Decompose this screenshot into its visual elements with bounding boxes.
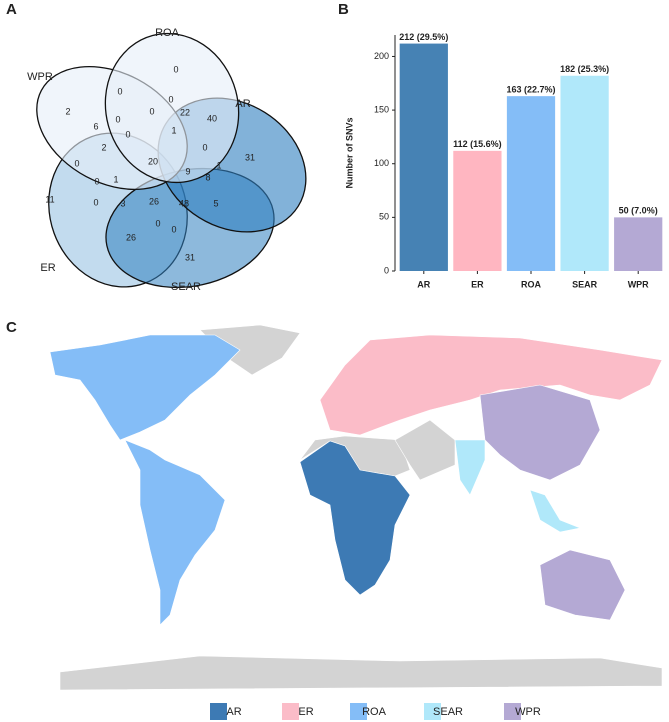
venn-count: 0 <box>149 106 154 116</box>
panel-label: B <box>338 1 349 18</box>
value-label: 112 (15.6%) <box>453 139 502 149</box>
region <box>539 549 626 621</box>
bar <box>453 150 502 271</box>
land <box>59 655 663 691</box>
region <box>49 334 241 441</box>
region <box>319 334 663 436</box>
y-tick-label: 200 <box>374 51 389 61</box>
venn-count: 6 <box>93 121 98 131</box>
set-label: AR <box>235 98 250 110</box>
legend-label: SEAR <box>433 706 463 718</box>
venn-count: 0 <box>74 158 79 168</box>
legend-label: ROA <box>362 706 387 718</box>
x-tick-label: ROA <box>521 279 542 289</box>
venn-count: 11 <box>45 194 54 204</box>
legend-swatch <box>424 703 441 720</box>
x-tick-label: SEAR <box>572 279 598 289</box>
x-tick-label: AR <box>417 279 430 289</box>
legend-swatch <box>282 703 299 720</box>
region <box>479 384 601 481</box>
set-label: ROA <box>155 27 180 39</box>
legend-swatch <box>504 703 521 720</box>
venn-count: 1 <box>216 160 221 170</box>
venn-count: 31 <box>245 152 255 162</box>
venn-count: 0 <box>202 142 207 152</box>
venn-count: 9 <box>185 166 190 176</box>
venn-roa <box>104 32 240 184</box>
venn-count: 8 <box>205 172 210 182</box>
legend-label: AR <box>226 706 241 718</box>
venn-shapes <box>36 32 307 289</box>
land <box>394 419 456 481</box>
bar <box>614 217 663 271</box>
venn-count: 0 <box>171 224 176 234</box>
venn-count: 0 <box>155 218 160 228</box>
legend-swatch <box>350 703 367 720</box>
bar <box>560 75 609 271</box>
set-label: SEAR <box>171 281 201 293</box>
value-label: 212 (29.5%) <box>399 32 448 42</box>
venn-count: 0 <box>173 64 178 74</box>
venn-count: 31 <box>185 252 195 262</box>
set-label: WPR <box>27 71 53 83</box>
venn-count: 0 <box>93 197 98 207</box>
region <box>124 439 226 626</box>
legend-label: ER <box>298 706 313 718</box>
set-label: ER <box>40 262 55 274</box>
venn-count: 0 <box>125 129 130 139</box>
panel-label: A <box>6 1 17 18</box>
venn-count: 5 <box>213 198 218 208</box>
bar <box>399 43 448 271</box>
region <box>529 489 596 533</box>
y-tick-label: 100 <box>374 158 389 168</box>
region <box>454 439 486 496</box>
x-tick-label: ER <box>471 279 484 289</box>
venn-count: 22 <box>180 107 190 117</box>
venn-count: 2 <box>65 106 70 116</box>
venn-count: 3 <box>120 198 125 208</box>
legend-label: WPR <box>515 706 541 718</box>
value-label: 50 (7.0%) <box>619 206 658 216</box>
x-tick-label: WPR <box>628 279 649 289</box>
venn-count: 0 <box>115 114 120 124</box>
value-label: 182 (25.3%) <box>560 64 609 74</box>
legend-swatch <box>210 703 227 720</box>
region <box>299 440 411 596</box>
venn-count: 0 <box>94 176 99 186</box>
y-axis-title: Number of SNVs <box>344 117 354 188</box>
venn-count: 26 <box>126 232 136 242</box>
panel-label: C <box>6 319 17 336</box>
venn-count: 2 <box>101 142 106 152</box>
venn-count: 1 <box>171 125 176 135</box>
y-tick-label: 150 <box>374 104 389 114</box>
world-map <box>49 324 663 691</box>
venn-count: 26 <box>149 196 159 206</box>
bar <box>506 96 556 272</box>
y-tick-label: 0 <box>384 265 389 275</box>
venn-count: 20 <box>148 156 158 166</box>
value-label: 163 (22.7%) <box>506 85 555 95</box>
venn-count: 40 <box>207 113 217 123</box>
venn-count: 48 <box>179 198 189 208</box>
venn-count: 1 <box>113 174 118 184</box>
y-tick-label: 50 <box>379 212 389 222</box>
venn-count: 0 <box>168 94 173 104</box>
venn-count: 0 <box>117 86 122 96</box>
